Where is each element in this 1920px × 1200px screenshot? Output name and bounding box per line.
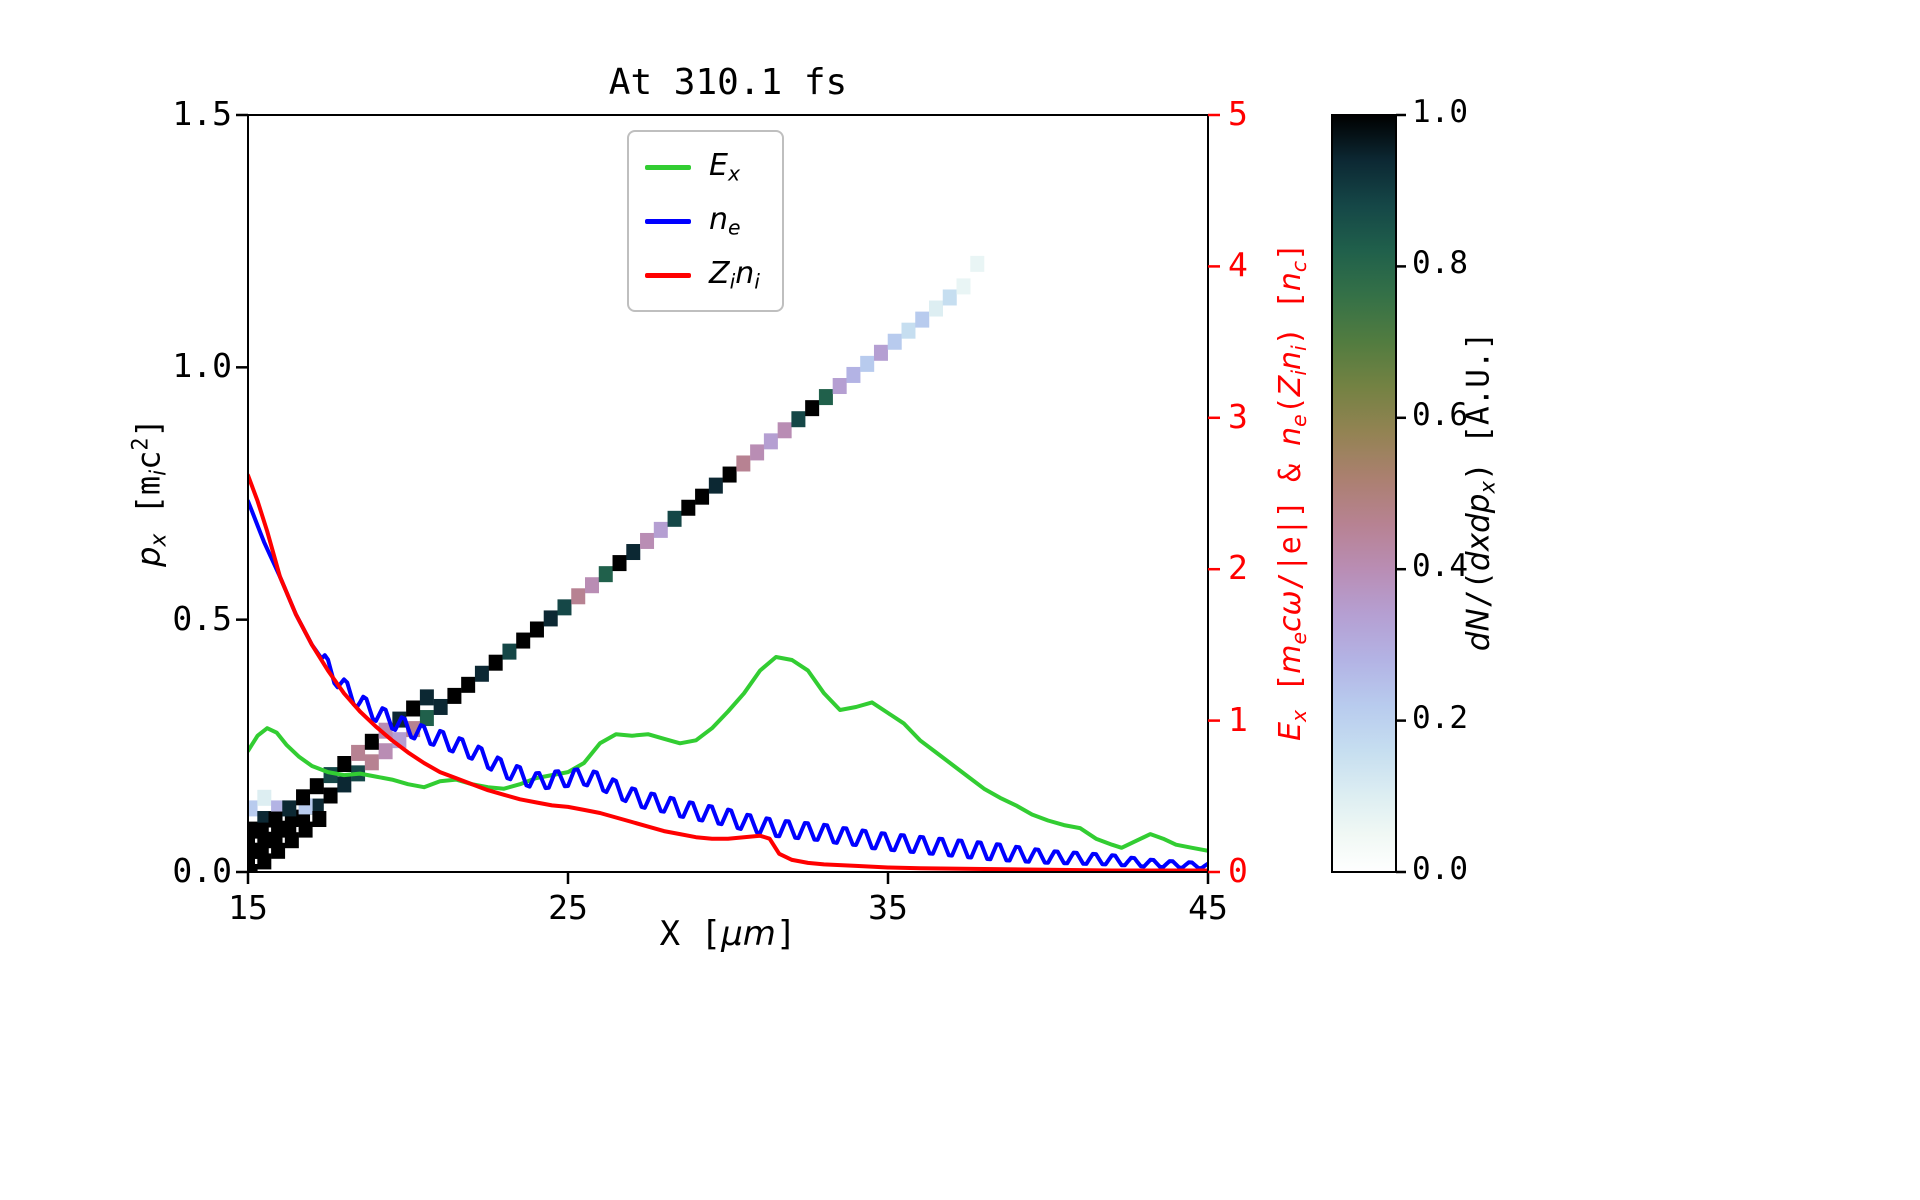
legend-item-Ex: Ex [645,142,760,192]
legend-line-sample-Zini [645,272,691,278]
x-tick-label: 45 [1188,888,1228,927]
y-right-tick-label: 5 [1228,94,1248,133]
legend-line-sample-ne [645,218,691,224]
x-axis-label: X [μm] [659,914,797,954]
colorbar-label: dN/(dxdpx) [A.U.] [1460,331,1500,652]
legend-label-Ex: Ex [709,148,741,186]
y-right-tick-label: 2 [1228,548,1248,588]
y-left-tick-label: 1.0 [172,346,232,386]
y-left-tick-label: 1.5 [172,94,232,133]
legend-line-sample-Ex [645,164,691,170]
y-axis-label-right: Ex [mecω/|e|] & ne(Zini) [nc] [1273,242,1311,741]
legend-label-ne: ne [709,202,741,240]
y-right-tick-label: 1 [1228,699,1248,739]
x-tick-label: 25 [548,888,588,927]
y-right-tick-label: 0 [1228,851,1248,890]
legend-item-Zini: Zini [645,250,760,300]
x-tick-label: 15 [228,888,268,927]
plot-title: At 310.1 fs [608,62,848,103]
legend-item-ne: ne [645,196,760,246]
colorbar-tick-label: 0.2 [1412,699,1468,736]
legend-label-Zini: Zini [709,256,760,294]
colorbar-tick-label: 1.0 [1412,94,1468,130]
y-left-tick-label: 0.0 [172,851,232,890]
colorbar-tick-label: 0.4 [1412,548,1468,585]
colorbar-tick-label: 0.8 [1412,245,1468,282]
y-right-tick-label: 4 [1228,245,1248,285]
y-left-tick-label: 0.5 [172,598,232,638]
colorbar-tick-label: 0.6 [1412,396,1468,433]
y-axis-label-left: px [mic2] [128,418,172,567]
colorbar-tick-label: 0.0 [1412,851,1468,887]
x-tick-label: 35 [868,888,908,927]
legend: Ex ne Zini [627,130,784,312]
y-right-tick-label: 3 [1228,396,1248,436]
